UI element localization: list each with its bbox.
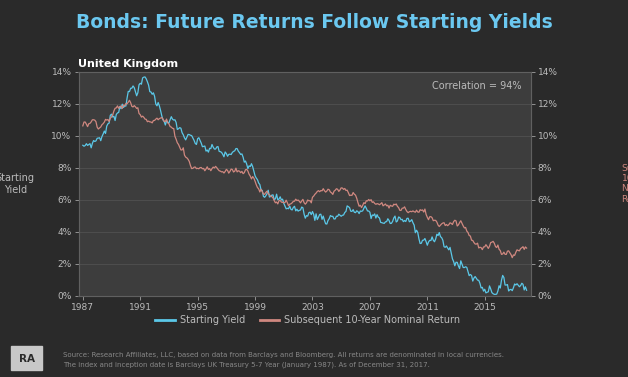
Text: The index and inception date is Barclays UK Treasury 5-7 Year (January 1987). As: The index and inception date is Barclays…: [63, 361, 430, 368]
Text: RA: RA: [19, 354, 35, 363]
Bar: [11, 346, 42, 370]
Y-axis label: Subsequent
10-Year
Nominal
Return: Subsequent 10-Year Nominal Return: [622, 164, 628, 204]
Text: Correlation = 94%: Correlation = 94%: [432, 81, 522, 90]
Text: Bonds: Future Returns Follow Starting Yields: Bonds: Future Returns Follow Starting Yi…: [75, 13, 553, 32]
Legend: Starting Yield, Subsequent 10-Year Nominal Return: Starting Yield, Subsequent 10-Year Nomin…: [151, 311, 464, 329]
Y-axis label: Starting
Yield: Starting Yield: [0, 173, 35, 195]
Text: United Kingdom: United Kingdom: [78, 60, 178, 69]
Text: Source: Research Affiliates, LLC, based on data from Barclays and Bloomberg. All: Source: Research Affiliates, LLC, based …: [63, 352, 504, 359]
